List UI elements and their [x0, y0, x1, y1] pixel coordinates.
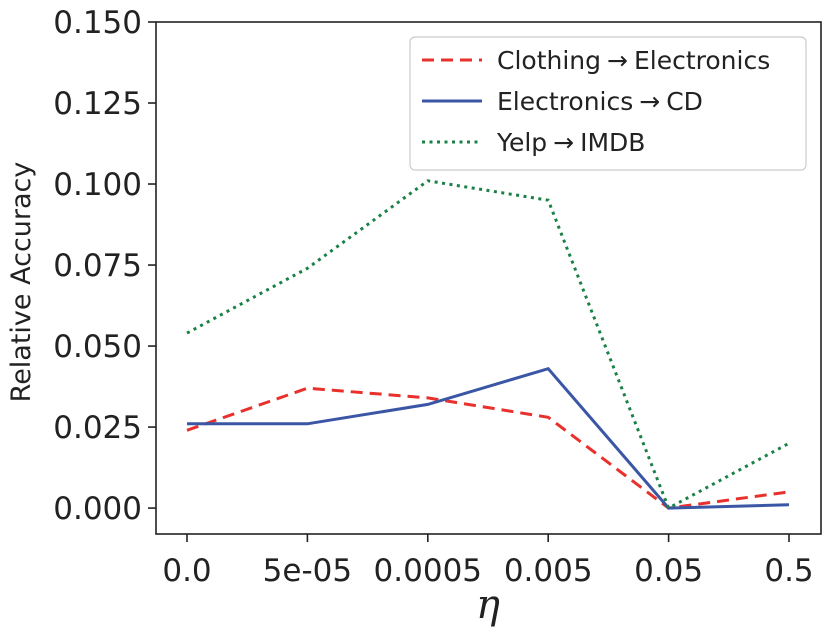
x-axis: 0.0 5e-05 0.0005 0.005 0.05 0.5 — [162, 534, 813, 589]
y-axis-label: Relative Accuracy — [6, 162, 37, 403]
legend-label-2: Electronics → CD — [497, 87, 703, 116]
y-tick-label: 0.075 — [53, 248, 142, 284]
legend: Clothing → Electronics Electronics → CD Yelp → I… — [410, 37, 806, 170]
x-tick-label: 0.005 — [504, 553, 593, 589]
series-line-3 — [187, 181, 789, 508]
y-tick-label: 0.150 — [53, 5, 142, 41]
x-tick-label: 0.0 — [162, 553, 211, 589]
chart: 0.0000.0250.0500.0750.1000.1250.150 0.0 5… — [0, 0, 831, 636]
y-tick-label: 0.050 — [53, 329, 142, 365]
series-line-1 — [187, 388, 789, 508]
x-tick-label: 0.05 — [634, 553, 703, 589]
series-layer — [187, 181, 789, 508]
legend-label-3: Yelp → IMDB — [496, 128, 645, 157]
y-tick-label: 0.125 — [53, 86, 142, 122]
y-tick-label: 0.100 — [53, 167, 142, 203]
y-axis: 0.000 0.025 0.050 0.075 0.100 0.125 0.150 — [53, 5, 156, 527]
x-tick-label: 0.5 — [764, 553, 813, 589]
y-tick-label: 0.025 — [53, 410, 142, 446]
legend-label-1: Clothing → Electronics — [497, 46, 770, 75]
series-line-2 — [187, 369, 789, 508]
x-tick-label: 0.0005 — [374, 553, 482, 589]
x-axis-label: η — [476, 582, 500, 628]
y-tick-label: 0.000 — [53, 491, 142, 527]
x-tick-label: 5e-05 — [263, 553, 352, 589]
